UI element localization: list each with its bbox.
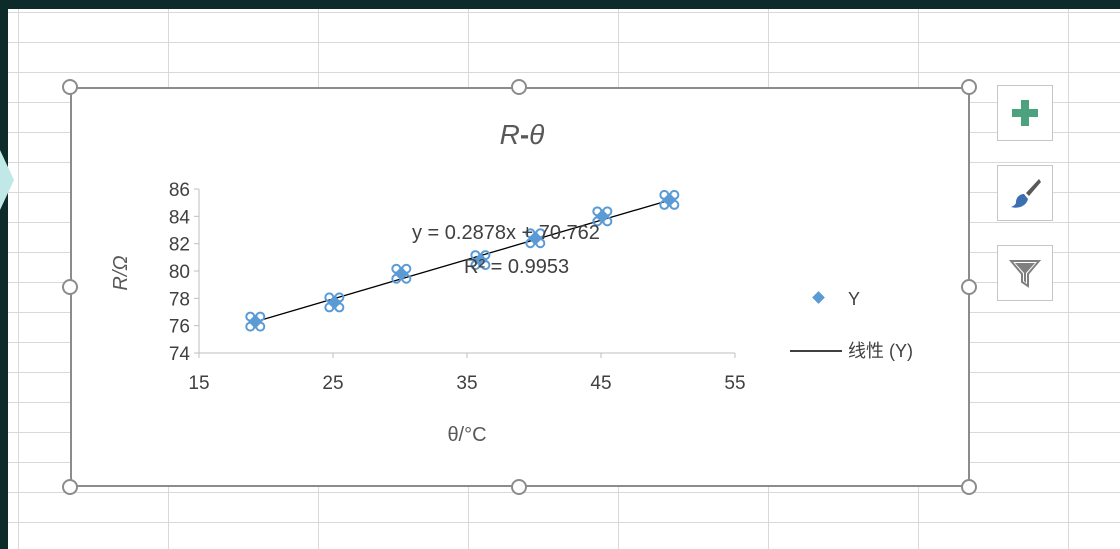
chart-title-dash: - [520, 119, 529, 150]
chart-styles-button[interactable] [997, 165, 1053, 221]
chart-title-theta: θ [529, 119, 544, 150]
point-selection-marker [669, 199, 680, 210]
trendline-equation[interactable]: y = 0.2878x + 70.762 [412, 222, 600, 244]
point-selection-marker [245, 321, 256, 332]
x-tick-label: 25 [322, 373, 343, 394]
resize-handle-bottom-middle[interactable] [511, 479, 527, 495]
data-point [595, 209, 610, 224]
x-tick-label: 35 [456, 373, 477, 394]
y-tick-label: 86 [169, 180, 190, 201]
point-selection-marker [525, 238, 536, 249]
point-selection-marker [470, 250, 481, 261]
resize-handle-top-middle[interactable] [511, 79, 527, 95]
point-selection-marker [255, 311, 266, 322]
resize-handle-middle-right[interactable] [961, 279, 977, 295]
point-selection-marker [525, 228, 536, 239]
data-point [662, 192, 677, 208]
filter-icon [1009, 260, 1041, 288]
point-selection-marker [391, 273, 402, 284]
x-tick-label: 15 [188, 373, 209, 394]
point-selection-marker [245, 311, 256, 322]
chart-title[interactable]: R-θ [500, 119, 545, 150]
point-selection-marker [255, 321, 266, 332]
legend[interactable]: Y 线性 (Y) [790, 289, 913, 361]
point-selection-marker [602, 206, 613, 217]
chart-filters-button[interactable] [997, 245, 1053, 301]
x-tick-label: 55 [724, 373, 745, 394]
point-selection-marker [334, 292, 345, 303]
x-axis-title[interactable]: θ/°C [447, 424, 486, 446]
legend-label-trend: 线性 (Y) [848, 341, 913, 361]
resize-handle-top-right[interactable] [961, 79, 977, 95]
legend-marker-y [812, 291, 825, 304]
chart-elements-button[interactable] [997, 85, 1053, 141]
point-selection-marker [669, 189, 680, 200]
resize-handle-top-left[interactable] [62, 79, 78, 95]
point-selection-marker [659, 189, 670, 200]
point-selection-marker [480, 250, 491, 261]
point-selection-marker [659, 199, 670, 210]
r-squared-label[interactable]: R² = 0.9953 [464, 256, 569, 278]
point-selection-marker [592, 206, 603, 217]
data-point [248, 314, 263, 329]
point-selection-marker [470, 260, 481, 271]
y-tick-label: 84 [169, 207, 191, 228]
y-tick-label: 74 [169, 344, 191, 365]
data-point [327, 295, 342, 310]
resize-handle-bottom-right[interactable] [961, 479, 977, 495]
point-selection-marker [324, 292, 335, 303]
y-axis-title[interactable]: R/Ω [110, 255, 132, 290]
point-selection-marker [401, 263, 412, 274]
point-selection-marker [535, 238, 546, 249]
chart-title-r: R [500, 119, 520, 150]
x-tick-label: 45 [590, 373, 611, 394]
chart-area[interactable]: R-θ 74 76 78 80 82 84 86 15 25 35 45 55 θ/°C R/Ω y … [70, 87, 970, 487]
point-selection-marker [535, 228, 546, 239]
data-point [394, 266, 409, 281]
plot-area: 74 76 78 80 82 84 86 15 25 35 45 55 [169, 180, 746, 394]
point-selection-marker [592, 216, 603, 227]
resize-handle-middle-left[interactable] [62, 279, 78, 295]
y-tick-label: 80 [169, 262, 190, 283]
resize-handle-bottom-left[interactable] [62, 479, 78, 495]
point-selection-marker [324, 302, 335, 313]
point-selection-marker [334, 302, 345, 313]
y-tick-label: 78 [169, 289, 190, 310]
point-selection-marker [401, 273, 412, 284]
scatter-chart: R-θ 74 76 78 80 82 84 86 15 25 35 45 55 θ/°C R/Ω y … [110, 119, 913, 446]
data-point [473, 252, 488, 268]
point-selection-marker [480, 260, 491, 271]
partial-shape [0, 150, 14, 210]
point-selection-marker [602, 216, 613, 227]
point-selection-marker [391, 263, 402, 274]
y-tick-label: 76 [169, 317, 190, 338]
brush-icon [1011, 179, 1041, 208]
y-tick-label: 82 [169, 235, 190, 256]
plus-icon [1012, 100, 1038, 126]
legend-label-y: Y [848, 289, 860, 309]
